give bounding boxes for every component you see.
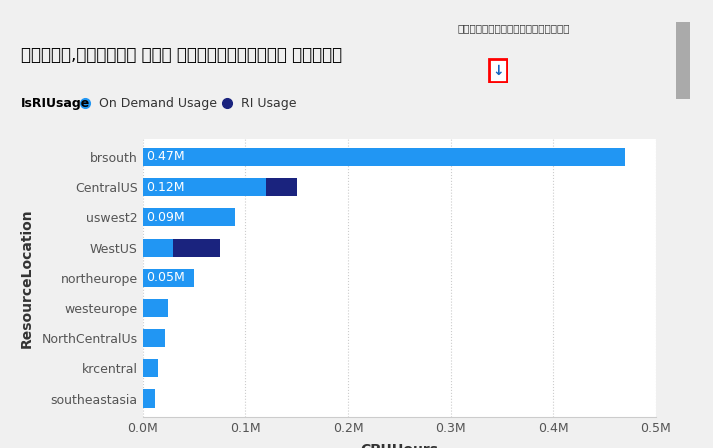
Bar — [143, 359, 158, 377]
Y-axis label: ResourceLocation: ResourceLocation — [19, 208, 34, 348]
Text: IsRIUsage: IsRIUsage — [21, 96, 90, 110]
Bar — [143, 389, 155, 408]
Text: 0.09M: 0.09M — [145, 211, 184, 224]
Bar — [143, 208, 235, 226]
X-axis label: CPUHours: CPUHours — [360, 443, 438, 448]
Bar — [173, 238, 220, 257]
Bar — [143, 178, 266, 196]
Bar — [266, 178, 297, 196]
Bar — [143, 299, 168, 317]
Bar — [143, 238, 173, 257]
Text: 0.47M: 0.47M — [145, 151, 184, 164]
Text: 0.05M: 0.05M — [145, 271, 185, 284]
FancyBboxPatch shape — [676, 22, 689, 99]
Text: クリックしてドリルダウンをオンにする: クリックしてドリルダウンをオンにする — [457, 23, 570, 33]
Bar — [143, 329, 165, 347]
Text: On Demand Usage: On Demand Usage — [98, 96, 217, 110]
Bar — [143, 269, 194, 287]
Text: RI Usage: RI Usage — [241, 96, 297, 110]
Text: 0.12M: 0.12M — [145, 181, 184, 194]
Text: ↓: ↓ — [493, 64, 504, 78]
Text: リージョン,インスタンス サイズ グループのドリルダウン フィルター: リージョン,インスタンス サイズ グループのドリルダウン フィルター — [21, 46, 342, 64]
Bar — [143, 148, 625, 166]
FancyBboxPatch shape — [489, 60, 508, 82]
